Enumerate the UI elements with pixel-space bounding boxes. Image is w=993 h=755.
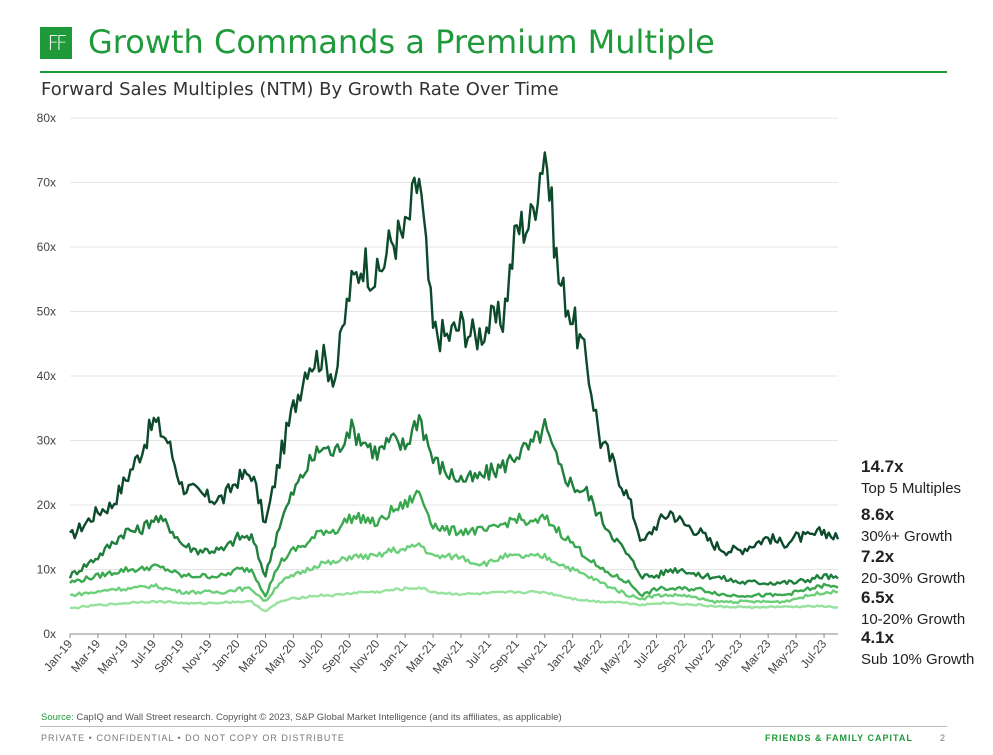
confidential-notice: PRIVATE • CONFIDENTIAL • DO NOT COPY OR … — [41, 733, 345, 743]
footer-divider — [40, 726, 947, 727]
y-tick-label: 0x — [43, 627, 56, 641]
series-name-label: 30%+ Growth — [861, 528, 952, 545]
x-tick-label: May-20 — [262, 637, 299, 677]
x-tick-label: Nov-19 — [179, 637, 215, 676]
series-name-label: 20-30% Growth — [861, 570, 965, 587]
y-tick-label: 10x — [37, 563, 56, 577]
series-end-value: 4.1x — [861, 628, 895, 647]
x-tick-label: Nov-22 — [682, 637, 718, 676]
x-tick-label: Jul-23 — [798, 637, 830, 671]
series-line-top-5-multiples — [69, 151, 840, 557]
source-label: Source: — [41, 712, 74, 723]
series-name-label: Top 5 Multiples — [861, 480, 961, 497]
series-line-sub-10-growth — [69, 586, 839, 613]
x-tick-label: Nov-21 — [514, 637, 550, 676]
series-end-value: 14.7x — [861, 457, 904, 476]
series-end-value: 7.2x — [861, 547, 895, 566]
x-tick-label: May-19 — [95, 637, 132, 677]
series-line-30-growth — [68, 414, 839, 586]
page-number: 2 — [940, 733, 946, 743]
y-tick-label: 70x — [37, 176, 56, 190]
logo-text: FF — [47, 31, 67, 55]
x-tick-label: May-23 — [765, 637, 802, 677]
chart-subtitle: Forward Sales Multiples (NTM) By Growth … — [41, 79, 559, 100]
source-note: Source: CapIQ and Wall Street research. … — [41, 712, 562, 723]
y-tick-label: 80x — [37, 111, 56, 125]
y-tick-label: 60x — [37, 240, 56, 254]
series-line-10-20-growth — [69, 542, 839, 605]
source-text: CapIQ and Wall Street research. Copyrigh… — [73, 712, 562, 723]
title-divider — [40, 71, 947, 73]
y-tick-label: 40x — [37, 369, 56, 383]
y-tick-label: 50x — [37, 305, 56, 319]
series-name-label: 10-20% Growth — [861, 611, 965, 628]
series-name-label: Sub 10% Growth — [861, 651, 974, 668]
series-end-value: 8.6x — [861, 505, 895, 524]
x-tick-label: May-22 — [597, 637, 634, 677]
y-tick-label: 20x — [37, 498, 56, 512]
series-line-20-30-growth — [69, 489, 839, 599]
company-logo: FF — [40, 27, 72, 59]
company-name: FRIENDS & FAMILY CAPITAL — [765, 733, 913, 743]
page-title: Growth Commands a Premium Multiple — [88, 23, 715, 61]
series-end-value: 6.5x — [861, 588, 895, 607]
y-tick-label: 30x — [37, 434, 56, 448]
x-tick-label: Nov-20 — [347, 637, 383, 676]
line-chart: 0x10x20x30x40x50x60x70x80xJan-19Mar-19Ma… — [37, 111, 975, 677]
x-tick-label: May-21 — [430, 637, 467, 677]
